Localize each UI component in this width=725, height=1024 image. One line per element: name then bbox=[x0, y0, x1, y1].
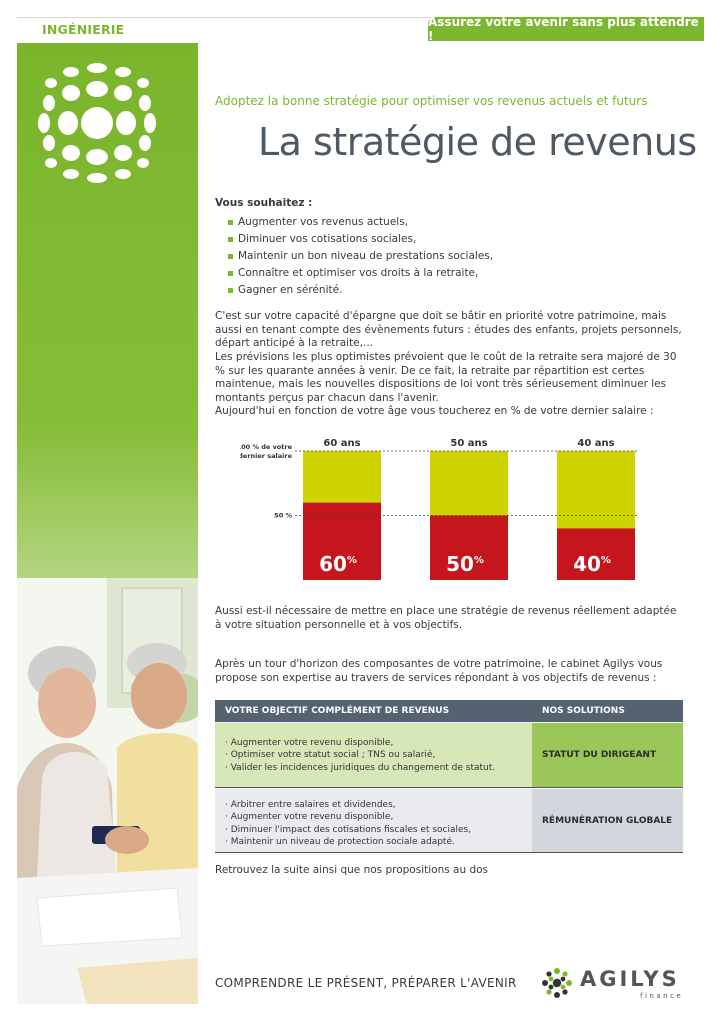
list-item: Augmenter vos revenus actuels, bbox=[228, 214, 493, 231]
bar-remainder bbox=[557, 451, 635, 529]
bar-value bbox=[430, 515, 508, 580]
wish-list-heading: Vous souhaitez : bbox=[215, 197, 313, 209]
row-divider bbox=[215, 788, 683, 789]
solutions-table: VOTRE OBJECTIF COMPLÉMENT DE REVENUS NOS… bbox=[215, 700, 683, 853]
reference-label: 50 % bbox=[274, 512, 292, 520]
left-sidebar bbox=[17, 43, 198, 1004]
logo-mark-icon bbox=[542, 968, 572, 998]
reference-label: dernier salaire bbox=[240, 452, 293, 460]
list-item: Gagner en sérénité. bbox=[228, 282, 493, 299]
category-label: 60 ans bbox=[323, 438, 360, 449]
brand-name: AGILYS bbox=[580, 967, 680, 991]
bar-remainder bbox=[430, 451, 508, 516]
square-bullet-icon bbox=[228, 237, 233, 242]
square-bullet-icon bbox=[228, 271, 233, 276]
dotted-sphere-graphic bbox=[38, 63, 156, 183]
paragraph-savings: C'est sur votre capacité d'épargne que d… bbox=[215, 310, 682, 350]
solution-cell: STATUT DU DIRIGEANT bbox=[532, 723, 683, 787]
objectives-cell: · Augmenter votre revenu disponible, · O… bbox=[215, 723, 532, 787]
bar-remainder bbox=[303, 451, 381, 503]
reference-label: 100 % de votre bbox=[240, 443, 293, 451]
bar-value bbox=[557, 528, 635, 580]
section-label: INGÉNIERIE bbox=[42, 22, 125, 37]
list-item: Diminuer vos cotisations sociales, bbox=[228, 231, 493, 248]
wish-list: Augmenter vos revenus actuels, Diminuer … bbox=[228, 214, 493, 299]
table-row: · Arbitrer entre salaires et dividendes,… bbox=[215, 789, 683, 853]
category-label: 40 ans bbox=[577, 438, 614, 449]
tagline-banner: Assurez votre avenir sans plus attendre … bbox=[428, 15, 704, 43]
table-header: VOTRE OBJECTIF COMPLÉMENT DE REVENUS NOS… bbox=[215, 700, 683, 722]
square-bullet-icon bbox=[228, 254, 233, 259]
page-title: La stratégie de revenus bbox=[258, 120, 697, 164]
square-bullet-icon bbox=[228, 220, 233, 225]
paragraph-strategy: Aussi est-il nécessaire de mettre en pla… bbox=[215, 605, 677, 631]
footer-slogan: COMPRENDRE LE PRÉSENT, PRÉPARER L'AVENIR bbox=[215, 976, 517, 990]
category-label: 50 ans bbox=[450, 438, 487, 449]
column-header-solutions: NOS SOLUTIONS bbox=[542, 706, 625, 716]
objectives-cell: · Arbitrer entre salaires et dividendes,… bbox=[215, 789, 532, 852]
paragraph-forecast: Les prévisions les plus optimistes prévo… bbox=[215, 351, 677, 404]
senior-couple-photo bbox=[17, 578, 198, 1004]
paragraph-agilys: Après un tour d'horizon des composantes … bbox=[215, 658, 663, 684]
brand-subtitle: finance bbox=[640, 992, 684, 1000]
paragraph-chart-intro: Aujourd'hui en fonction de votre âge vou… bbox=[215, 405, 654, 417]
list-item: Maintenir un bon niveau de prestations s… bbox=[228, 248, 493, 265]
closing-note: Retrouvez la suite ainsi que nos proposi… bbox=[215, 864, 489, 876]
solution-cell: RÉMUNÉRATION GLOBALE bbox=[532, 789, 683, 852]
agilys-logo: AGILYS finance bbox=[540, 966, 690, 1002]
square-bullet-icon bbox=[228, 288, 233, 293]
list-item: Connaître et optimiser vos droits à la r… bbox=[228, 265, 493, 282]
column-header-objective: VOTRE OBJECTIF COMPLÉMENT DE REVENUS bbox=[225, 706, 450, 716]
page-subtitle: Adoptez la bonne stratégie pour optimise… bbox=[215, 94, 648, 108]
top-rule bbox=[17, 17, 704, 43]
table-row: · Augmenter votre revenu disponible, · O… bbox=[215, 722, 683, 788]
